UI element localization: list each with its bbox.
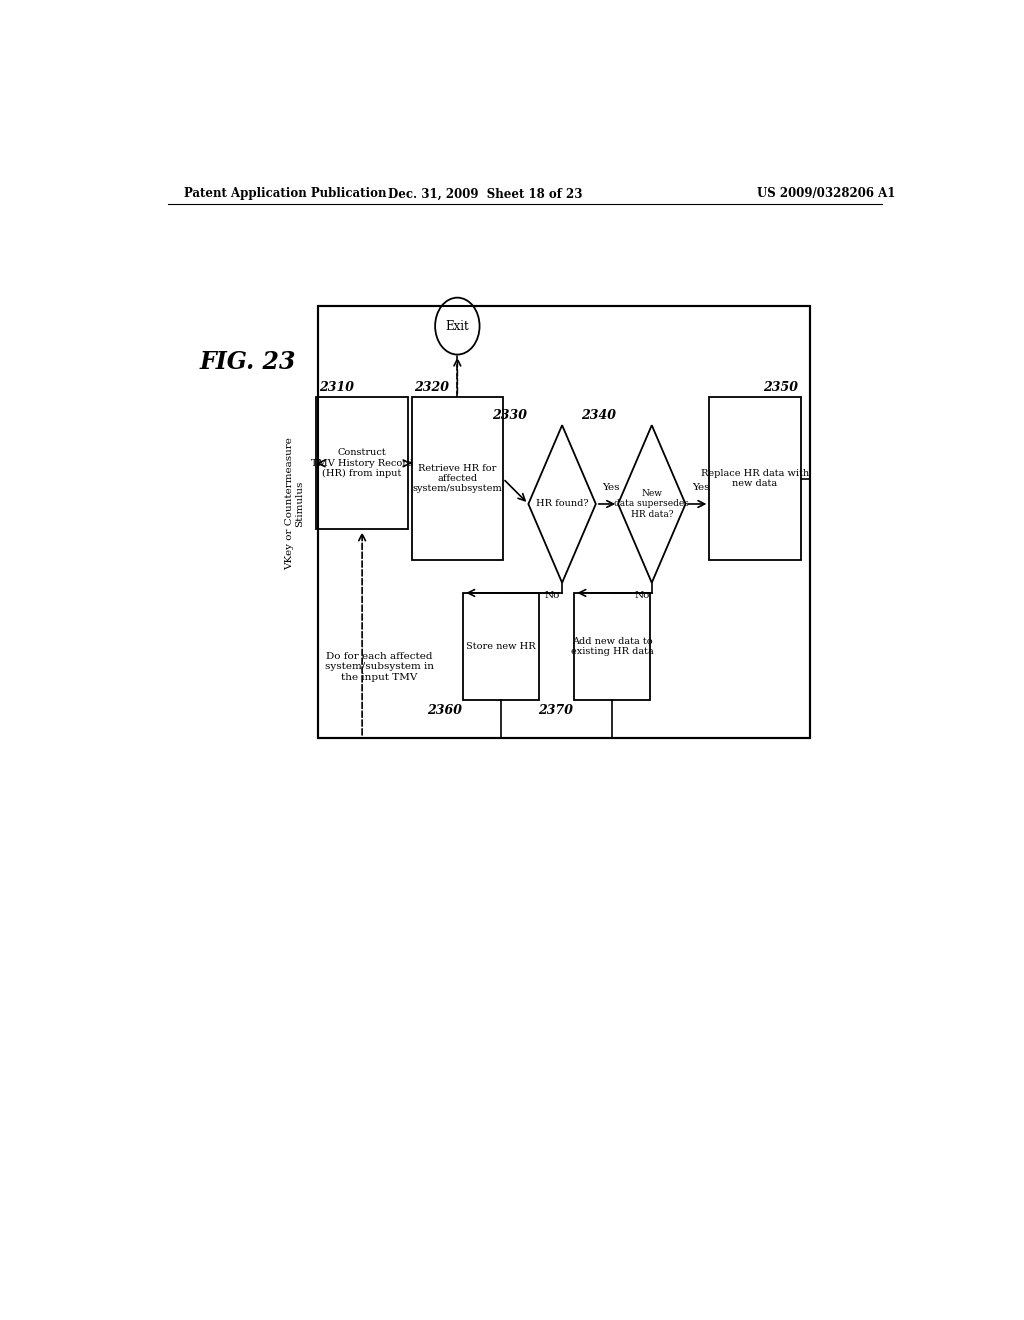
Text: 2340: 2340 [582,409,616,422]
Polygon shape [528,425,596,582]
Text: US 2009/0328206 A1: US 2009/0328206 A1 [757,187,896,201]
Text: Yes: Yes [692,483,710,492]
Text: 2310: 2310 [318,381,354,395]
Bar [574,593,650,700]
Text: Replace HR data with
new data: Replace HR data with new data [700,469,809,488]
Text: Construct
TMV History Record
(HR) from input: Construct TMV History Record (HR) from i… [311,449,414,478]
Text: Patent Application Publication: Patent Application Publication [183,187,386,201]
Circle shape [435,297,479,355]
Bar [710,397,801,560]
Polygon shape [618,425,685,582]
Text: Exit: Exit [445,319,469,333]
Text: 2330: 2330 [492,409,526,422]
Text: Add new data to
existing HR data: Add new data to existing HR data [570,636,653,656]
Text: VKey or Countermeasure
Stimulus: VKey or Countermeasure Stimulus [285,437,304,570]
Bar [316,397,408,529]
Text: HR found?: HR found? [536,499,589,508]
Text: 2370: 2370 [538,704,572,717]
Text: 2320: 2320 [414,381,450,395]
Text: Store new HR: Store new HR [466,642,536,651]
Text: No: No [545,591,560,599]
Bar [318,306,811,738]
Bar [463,593,539,700]
Text: Yes: Yes [602,483,620,492]
Text: No: No [635,591,650,599]
Text: Do for each affected
system/subsystem in
the input TMV: Do for each affected system/subsystem in… [325,652,434,681]
Text: 2360: 2360 [427,704,462,717]
Bar [412,397,503,560]
Text: FIG. 23: FIG. 23 [200,350,296,374]
Text: 2350: 2350 [763,381,798,395]
Bar [318,306,811,738]
Text: New
data supersedes
HR data?: New data supersedes HR data? [614,490,689,519]
Text: Dec. 31, 2009  Sheet 18 of 23: Dec. 31, 2009 Sheet 18 of 23 [388,187,583,201]
Text: Retrieve HR for
affected
system/subsystem: Retrieve HR for affected system/subsyste… [413,463,502,494]
